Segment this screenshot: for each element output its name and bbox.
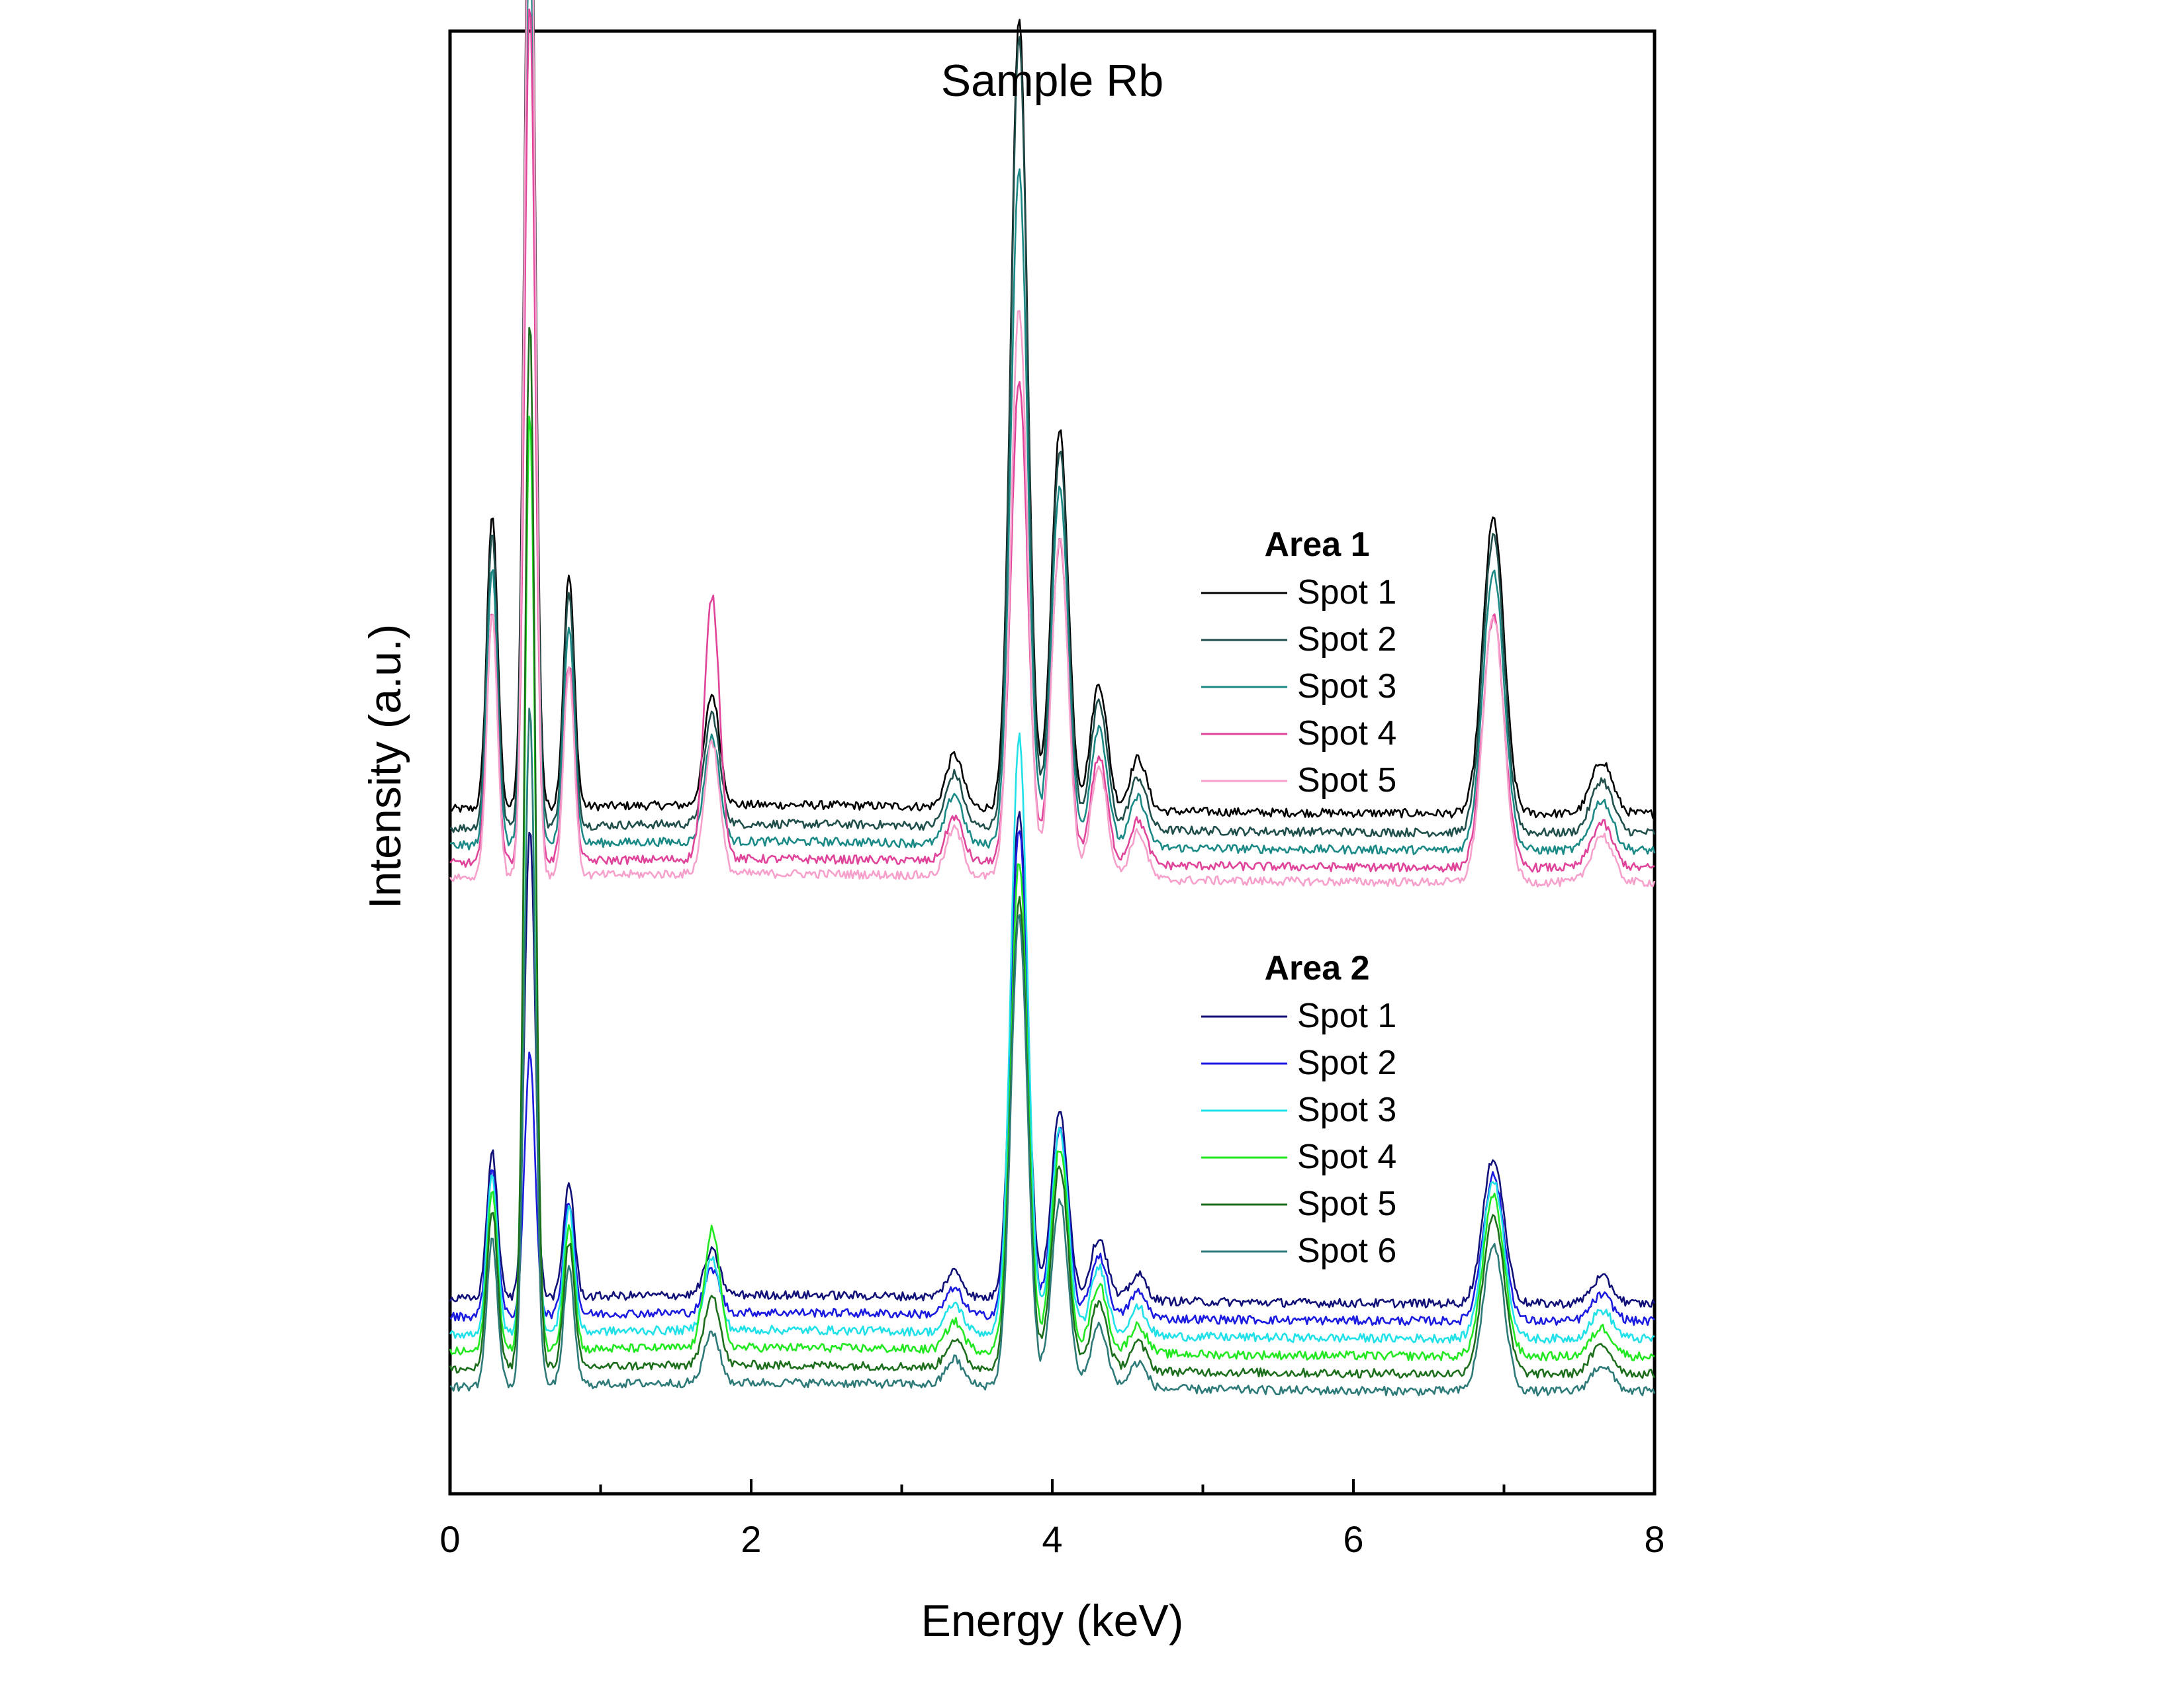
legend-label: Spot 2 bbox=[1297, 620, 1396, 659]
legend-label: Spot 4 bbox=[1297, 1138, 1396, 1176]
series-layer bbox=[449, 0, 1656, 1396]
legend-title: Area 1 bbox=[1265, 526, 1370, 564]
series-line bbox=[449, 326, 1656, 1379]
legend-title: Area 2 bbox=[1265, 949, 1370, 987]
x-tick-label: 4 bbox=[1042, 1518, 1062, 1560]
series-line bbox=[449, 0, 1656, 855]
x-tick-label: 6 bbox=[1343, 1518, 1363, 1560]
legend-label: Spot 5 bbox=[1297, 1185, 1396, 1223]
y-axis-label: Intensity (a.u.) bbox=[360, 624, 410, 909]
legend-label: Spot 3 bbox=[1297, 1091, 1396, 1129]
x-tick-label: 2 bbox=[741, 1518, 761, 1560]
x-axis-label: Energy (keV) bbox=[921, 1596, 1184, 1646]
x-axis: 0 2 4 6 8 bbox=[439, 1479, 1665, 1560]
legend-label: Spot 6 bbox=[1297, 1232, 1396, 1270]
legend-label: Spot 3 bbox=[1297, 667, 1396, 706]
legend-label: Spot 1 bbox=[1297, 997, 1396, 1035]
series-line bbox=[449, 811, 1656, 1309]
legend-label: Spot 1 bbox=[1297, 573, 1396, 612]
legend-label: Spot 4 bbox=[1297, 714, 1396, 753]
x-tick-label: 0 bbox=[439, 1518, 460, 1560]
chart-title: Sample Rb bbox=[941, 56, 1163, 106]
series-line bbox=[449, 0, 1656, 888]
legend-label: Spot 2 bbox=[1297, 1044, 1396, 1082]
series-line bbox=[449, 8, 1655, 873]
series-line bbox=[449, 708, 1656, 1396]
legend-label: Spot 5 bbox=[1297, 761, 1396, 800]
series-line bbox=[449, 0, 1656, 838]
x-tick-label: 8 bbox=[1644, 1518, 1664, 1560]
series-line bbox=[449, 416, 1655, 1361]
series-line bbox=[449, 715, 1655, 1344]
legend: Area 1 Spot 1 Spot 2 Spot 3 Spot 4 Spot 5 Area… bbox=[1201, 526, 1396, 1270]
series-line bbox=[449, 0, 1655, 819]
